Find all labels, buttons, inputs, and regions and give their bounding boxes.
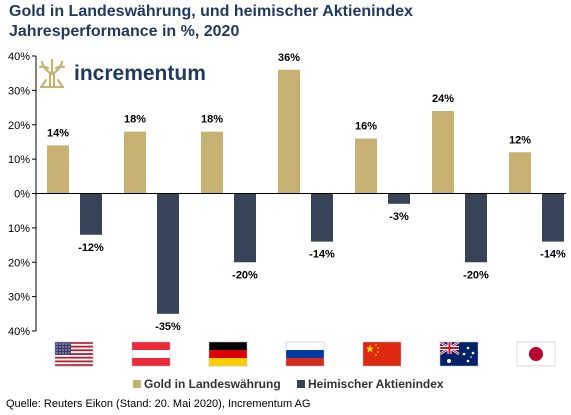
flag-china-icon [362, 341, 402, 367]
chart-title-line-1: Gold in Landeswährung, und heimischer Ak… [9, 3, 413, 20]
gold-bar-3 [201, 131, 223, 194]
y-tick-label: 20% [8, 257, 30, 269]
y-tick-label: 0% [14, 189, 30, 201]
gold-bar-2 [124, 131, 146, 194]
flag-usa-icon [54, 341, 94, 367]
data-label: 12% [509, 134, 531, 146]
data-label: -3% [389, 211, 409, 223]
legend-swatch-1 [133, 380, 141, 388]
flag-russia-icon [285, 341, 325, 367]
data-label: 36% [278, 52, 300, 64]
index-bar-3 [234, 193, 256, 263]
data-label: -20% [463, 269, 489, 281]
data-label: -14% [309, 249, 335, 261]
chart-title: Gold in Landeswährung, und heimischer Ak… [9, 2, 569, 42]
index-bar-7 [542, 193, 564, 242]
data-label: 24% [432, 93, 454, 105]
svg-text:incrementum: incrementum [74, 62, 206, 85]
index-bar-5 [388, 193, 410, 204]
index-bar-1 [80, 193, 102, 235]
legend-label-2: Heimischer Aktienindex [308, 377, 444, 391]
y-tick-label: 40% [8, 326, 30, 338]
data-label: -20% [232, 269, 258, 281]
flag-australia-icon [439, 340, 479, 367]
gold-bar-1 [47, 145, 69, 194]
gold-bar-6 [432, 111, 454, 194]
legend-label-1: Gold in Landeswährung [144, 377, 281, 391]
y-tick-label: 10% [8, 223, 30, 235]
gold-bar-7 [509, 152, 531, 194]
flag-austria-icon [131, 341, 171, 367]
index-bar-4 [311, 193, 333, 242]
y-tick-label: 10% [8, 154, 30, 166]
data-label: -14% [540, 249, 566, 261]
y-tick-label: 40% [8, 51, 30, 63]
index-bar-6 [465, 193, 487, 263]
flag-germany-icon [208, 341, 248, 367]
index-bar-2 [157, 193, 179, 314]
source-note: Quelle: Reuters Eikon (Stand: 20. Mai 20… [6, 398, 311, 410]
legend-swatch-2 [297, 380, 305, 388]
data-label: 18% [124, 114, 146, 126]
data-label: 18% [201, 114, 223, 126]
gold-bar-5 [355, 138, 377, 194]
data-label: -35% [155, 321, 181, 333]
y-tick-label: 30% [8, 292, 30, 304]
y-tick-label: 30% [8, 85, 30, 97]
gold-bar-4 [278, 69, 300, 194]
incrementum-logo: incrementum [38, 58, 206, 89]
flag-japan-icon [516, 341, 556, 367]
data-label: -12% [78, 242, 104, 254]
y-tick-label: 20% [8, 120, 30, 132]
chart-title-line-2: Jahresperformance in %, 2020 [9, 23, 240, 40]
data-label: 16% [355, 121, 377, 133]
data-label: 14% [47, 127, 69, 139]
